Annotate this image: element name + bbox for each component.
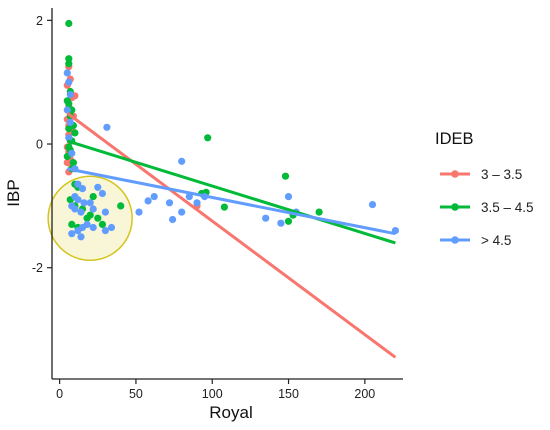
x-tick-label: 100 xyxy=(202,387,223,401)
legend-point-swatch xyxy=(451,203,459,211)
data-point-series-2 xyxy=(68,149,76,157)
legend-point-swatch xyxy=(451,170,459,178)
data-point-series-1 xyxy=(98,220,106,228)
data-point-series-1 xyxy=(65,19,73,28)
legend-label: 3 – 3.5 xyxy=(481,167,522,182)
data-point-series-2 xyxy=(66,118,74,126)
data-point-series-2 xyxy=(74,227,82,235)
data-point-series-1 xyxy=(69,159,77,167)
data-point-series-2 xyxy=(63,106,71,114)
data-point-series-1 xyxy=(83,214,91,222)
data-point-series-2 xyxy=(178,208,186,216)
y-tick-label: 0 xyxy=(36,138,43,152)
data-point-series-2 xyxy=(103,123,111,131)
data-point-series-2 xyxy=(71,205,79,213)
data-point-series-1 xyxy=(65,60,73,68)
data-point-series-1 xyxy=(315,208,323,216)
x-tick-label: 0 xyxy=(56,387,63,401)
data-point-series-2 xyxy=(101,227,109,235)
data-point-series-2 xyxy=(169,215,177,224)
data-point-series-2 xyxy=(284,193,293,201)
data-point-series-1 xyxy=(94,214,102,222)
data-point-series-2 xyxy=(368,201,377,209)
data-point-series-1 xyxy=(68,220,76,228)
data-point-series-2 xyxy=(80,199,88,207)
fit-line-series-2 xyxy=(66,167,396,236)
data-point-series-2 xyxy=(68,230,76,238)
legend-item: 3 – 3.5 xyxy=(440,167,522,182)
data-point-series-2 xyxy=(94,183,102,191)
data-point-series-1 xyxy=(71,129,79,137)
data-point-series-2 xyxy=(89,223,97,232)
data-point-series-2 xyxy=(77,233,85,241)
data-point-series-2 xyxy=(277,219,285,227)
x-tick-label: 200 xyxy=(354,387,375,401)
legend-items: 3 – 3.5 3.5 – 4.5 > 4.5 xyxy=(440,167,534,248)
data-point-series-2 xyxy=(144,197,152,205)
fit-line-series-1 xyxy=(66,139,396,245)
fit-line-series-0 xyxy=(66,111,397,359)
data-point-series-1 xyxy=(65,125,73,133)
data-point-series-1 xyxy=(117,202,125,210)
data-point-series-2 xyxy=(107,223,116,232)
data-point-series-2 xyxy=(74,196,82,204)
data-point-series-2 xyxy=(262,214,270,222)
data-point-series-1 xyxy=(220,203,228,211)
y-tick-label: 2 xyxy=(36,14,43,28)
data-point-series-1 xyxy=(65,100,73,108)
data-point-series-2 xyxy=(77,208,85,216)
legend-title: IDEB xyxy=(435,130,474,148)
data-point-series-1 xyxy=(284,217,293,225)
legend-label: 3.5 – 4.5 xyxy=(481,200,534,215)
legend-label: > 4.5 xyxy=(481,233,511,248)
data-point-series-2 xyxy=(89,205,97,213)
data-point-series-2 xyxy=(78,185,87,193)
data-point-series-2 xyxy=(63,69,71,77)
data-point-series-1 xyxy=(65,55,73,63)
data-point-series-2 xyxy=(66,91,74,99)
data-point-series-2 xyxy=(193,199,201,207)
data-point-series-2 xyxy=(150,193,158,201)
data-point-series-2 xyxy=(65,134,73,142)
data-point-series-1 xyxy=(89,193,97,201)
data-point-series-2 xyxy=(74,180,82,188)
points-layer xyxy=(63,19,399,241)
axes xyxy=(51,8,403,380)
data-point-series-2 xyxy=(65,78,73,86)
y-axis-title: IBP xyxy=(4,179,23,206)
data-point-series-2 xyxy=(178,157,186,165)
x-tick-label: 50 xyxy=(129,387,143,401)
y-tick-label: -2 xyxy=(32,261,43,275)
data-point-series-2 xyxy=(135,208,143,216)
legend-point-swatch xyxy=(451,236,459,244)
data-point-series-2 xyxy=(86,199,94,207)
data-point-series-1 xyxy=(204,134,212,142)
ticks-layer: 0 50 100 150 200 -2 0 2 xyxy=(32,14,375,401)
x-tick-label: 150 xyxy=(278,387,299,401)
legend-item: 3.5 – 4.5 xyxy=(440,200,534,215)
data-point-series-2 xyxy=(101,208,109,216)
data-point-series-1 xyxy=(281,172,290,180)
x-axis-title: Royal xyxy=(209,403,252,422)
legend-item: > 4.5 xyxy=(440,233,511,248)
legend: IDEB 3 – 3.5 3.5 – 4.5 > 4.5 xyxy=(435,130,534,248)
data-point-series-2 xyxy=(98,189,106,198)
fit-lines-layer xyxy=(66,111,397,359)
data-point-series-2 xyxy=(165,199,174,207)
